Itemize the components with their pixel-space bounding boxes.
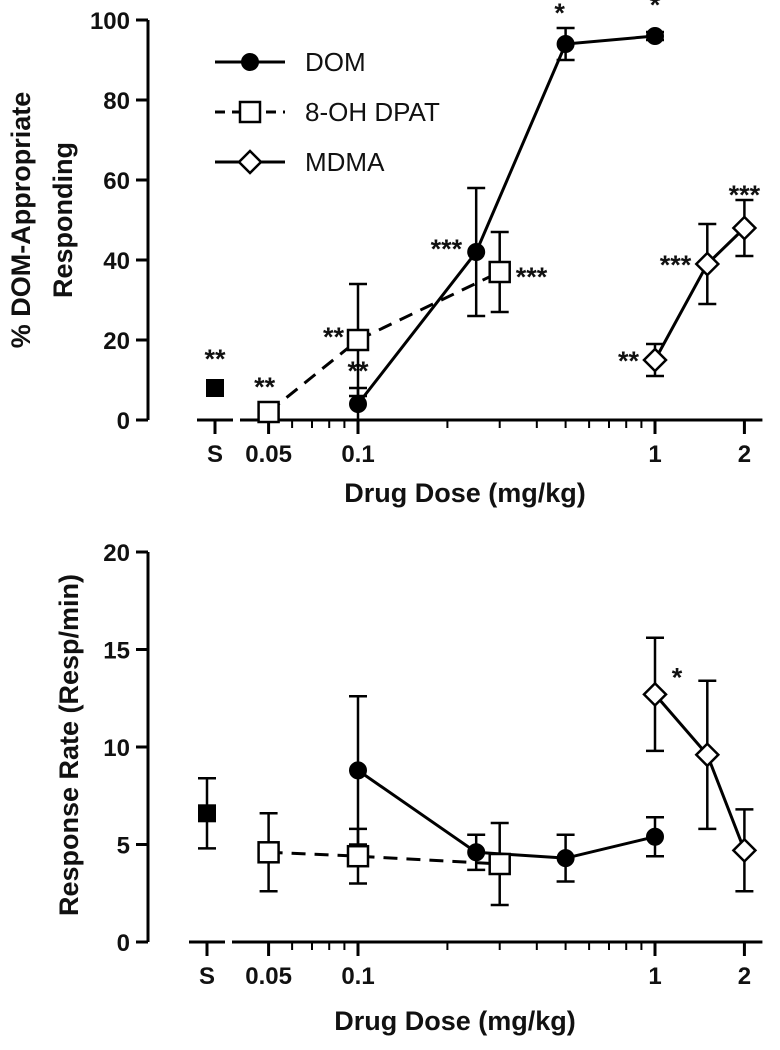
significance-marker: * [672, 662, 683, 692]
series-8-oh-dpat: ******* [254, 230, 548, 424]
series-line [357, 769, 656, 860]
y-axis-title: Responding [48, 142, 78, 298]
significance-marker: * [650, 0, 661, 20]
series-dom: ****** * [347, 0, 664, 422]
y-tick-label: 80 [103, 88, 130, 115]
significance-marker: *** [431, 234, 463, 264]
y-tick-label: 20 [103, 328, 130, 355]
data-point [488, 852, 511, 876]
data-point [646, 27, 664, 45]
x-tick-label: 0.05 [245, 963, 292, 990]
x-tick-label: 2 [738, 441, 751, 468]
data-point [642, 347, 668, 373]
data-point [349, 761, 367, 780]
x-axis-title: Drug Dose (mg/kg) [344, 478, 586, 508]
legend-marker [238, 100, 262, 124]
y-tick-label: 40 [103, 248, 130, 275]
significance-marker: ** [323, 322, 345, 352]
y-axis-title: % DOM-Appropriate [6, 92, 36, 349]
significance-marker: ** [254, 372, 276, 402]
y-tick-label: 60 [103, 168, 130, 195]
saline-significance: ** [204, 344, 226, 374]
significance-marker: *** [660, 250, 692, 280]
data-point [346, 328, 370, 352]
data-point [556, 849, 575, 868]
significance-marker: *** [729, 180, 761, 210]
data-point [257, 841, 280, 864]
x-tick-label: 1 [648, 441, 661, 468]
data-point [694, 251, 721, 277]
panel-top-dom-appropriate-responding: 0 20 40 60 80 100 % DOM-Appropriate Responding S… [6, 0, 763, 508]
legend-label: MDMA [305, 147, 385, 177]
x-tick-label: 2 [738, 963, 751, 990]
y-axis-title: Response Rate (Resp/min) [54, 574, 84, 916]
series-line [653, 693, 746, 851]
data-point [556, 35, 575, 53]
legend-label: 8-OH DPAT [305, 97, 440, 127]
data-point [467, 243, 486, 261]
y-tick-label: 100 [90, 8, 130, 35]
x-tick-label: 0.1 [341, 441, 374, 468]
significance-marker: *** [516, 262, 548, 292]
data-point [694, 742, 721, 768]
panel-bottom-response-rate: 0 5 10 15 20 Response Rate (Resp/min) S 0.05 0.1… [54, 540, 763, 1036]
legend-marker [237, 149, 263, 175]
y-tick-label: 0 [117, 930, 130, 957]
x-tick-label: 0.1 [341, 963, 374, 990]
series-line [268, 850, 500, 866]
series-8-oh-dpat [257, 812, 511, 907]
data-point [257, 400, 280, 424]
data-point [642, 681, 668, 708]
significance-marker: * [554, 0, 565, 28]
x-tick-label: S [199, 963, 215, 990]
legend: DOM 8-OH DPAT MDMA [215, 47, 440, 177]
y-tick-label: 15 [103, 638, 130, 665]
x-tick-label: S [207, 441, 223, 468]
y-tick-label: 10 [103, 735, 130, 762]
y-tick-label: 0 [117, 408, 130, 435]
data-point [731, 215, 758, 241]
saline-point [198, 804, 216, 823]
x-axis-title: Drug Dose (mg/kg) [334, 1006, 576, 1036]
series-mdma: ******** [618, 180, 761, 378]
data-point [488, 260, 511, 284]
data-point [731, 837, 758, 864]
series-line [653, 226, 746, 361]
data-point [346, 844, 370, 868]
y-tick-label: 20 [103, 540, 130, 567]
y-tick-label: 5 [117, 833, 130, 860]
significance-marker: ** [618, 346, 640, 376]
x-tick-label: 1 [648, 963, 661, 990]
legend-label: DOM [305, 47, 366, 77]
series-line [267, 270, 501, 414]
saline-point [206, 379, 224, 397]
series-mdma: * [642, 636, 758, 893]
legend-marker [241, 53, 259, 71]
data-point [467, 843, 486, 862]
data-point [349, 395, 367, 413]
series-line [356, 34, 656, 405]
series-dom [349, 695, 664, 883]
x-tick-label: 0.05 [245, 441, 292, 468]
data-point [646, 827, 664, 846]
